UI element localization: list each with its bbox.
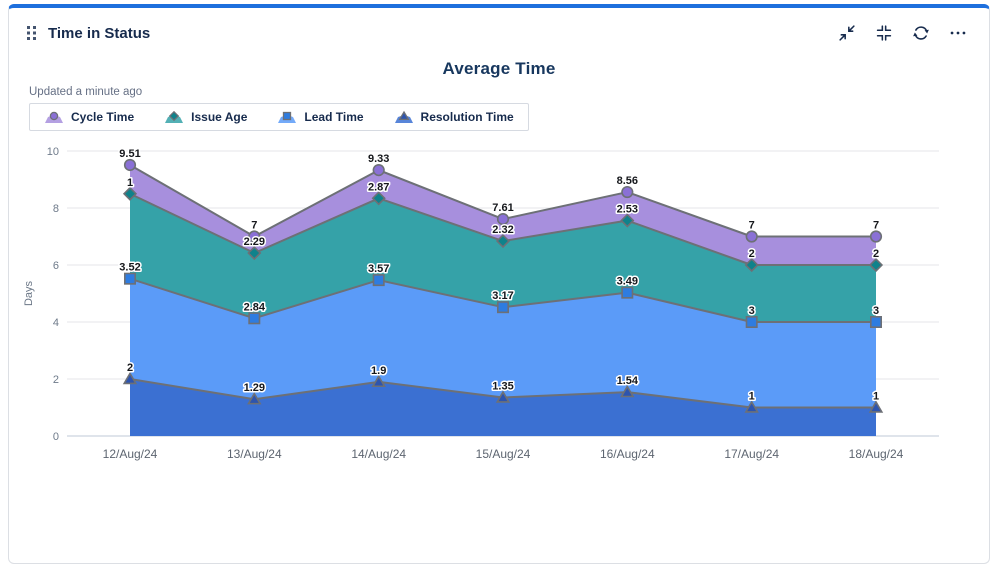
legend-label: Resolution Time — [420, 110, 514, 124]
svg-text:2: 2 — [873, 248, 879, 260]
svg-text:2.53: 2.53 — [617, 204, 638, 216]
svg-text:1.29: 1.29 — [244, 382, 265, 394]
svg-text:16/Aug/24: 16/Aug/24 — [600, 447, 655, 461]
collapse-diagonal-arrows-icon[interactable] — [836, 22, 858, 44]
svg-text:7: 7 — [749, 220, 755, 232]
svg-text:2: 2 — [127, 362, 133, 374]
svg-text:1.54: 1.54 — [617, 375, 639, 387]
svg-text:3: 3 — [749, 305, 755, 317]
legend-label: Lead Time — [304, 110, 364, 124]
svg-text:2: 2 — [749, 248, 755, 260]
legend-label: Issue Age — [191, 110, 248, 124]
svg-text:17/Aug/24: 17/Aug/24 — [724, 447, 779, 461]
svg-text:9.51: 9.51 — [119, 148, 140, 160]
svg-text:6: 6 — [53, 260, 59, 272]
svg-text:1: 1 — [749, 391, 755, 403]
svg-text:7: 7 — [251, 220, 257, 232]
svg-text:7: 7 — [873, 220, 879, 232]
corners-inward-icon[interactable] — [873, 22, 895, 44]
time-in-status-widget: Time in Status — [8, 4, 990, 564]
ellipsis-icon[interactable] — [947, 22, 969, 44]
legend-item-cycle-time[interactable]: Cycle Time — [44, 110, 134, 124]
svg-text:2.84: 2.84 — [244, 301, 266, 313]
svg-text:2.87: 2.87 — [368, 181, 389, 193]
chart-legend: Cycle Time Issue Age Lead Time Resolution T… — [29, 103, 529, 131]
svg-text:2.32: 2.32 — [492, 224, 513, 236]
svg-text:7.61: 7.61 — [492, 202, 513, 214]
updated-text: Updated a minute ago — [29, 86, 143, 98]
svg-text:3: 3 — [873, 305, 879, 317]
legend-item-issue-age[interactable]: Issue Age — [164, 110, 247, 124]
svg-text:13/Aug/24: 13/Aug/24 — [227, 447, 282, 461]
svg-text:1.35: 1.35 — [492, 381, 513, 393]
svg-text:3.52: 3.52 — [119, 262, 140, 274]
circle-marker-icon — [45, 111, 63, 123]
widget-header: Time in Status — [9, 8, 989, 44]
legend-item-lead-time[interactable]: Lead Time — [277, 110, 364, 124]
svg-text:3.17: 3.17 — [492, 290, 513, 302]
triangle-marker-icon — [394, 110, 413, 123]
svg-text:8.56: 8.56 — [617, 175, 638, 187]
widget-toolbar — [836, 22, 969, 44]
widget-title: Time in Status — [48, 24, 151, 42]
svg-text:15/Aug/24: 15/Aug/24 — [476, 447, 531, 461]
svg-text:10: 10 — [47, 146, 59, 158]
svg-text:8: 8 — [53, 203, 59, 215]
svg-text:3.49: 3.49 — [617, 276, 638, 288]
svg-text:9.33: 9.33 — [368, 153, 389, 165]
chart-area: 0 2 4 6 8 10 Days 9.51 7 9.33 7.61 8.56 7 7 1 2.29 2.87 2… — [19, 135, 989, 485]
diamond-marker-icon — [165, 110, 184, 123]
chart-title: Average Time — [442, 59, 556, 78]
svg-text:4: 4 — [53, 317, 59, 329]
svg-text:12/Aug/24: 12/Aug/24 — [103, 447, 158, 461]
svg-text:1: 1 — [873, 391, 879, 403]
legend-label: Cycle Time — [71, 110, 135, 124]
legend-item-resolution-time[interactable]: Resolution Time — [394, 110, 514, 124]
svg-text:14/Aug/24: 14/Aug/24 — [351, 447, 406, 461]
average-time-area-chart: 0 2 4 6 8 10 Days 9.51 7 9.33 7.61 8.56 7 7 1 2.29 2.87 2… — [23, 146, 939, 461]
svg-text:1: 1 — [127, 177, 133, 189]
svg-text:0: 0 — [53, 431, 59, 443]
refresh-icon[interactable] — [910, 22, 932, 44]
svg-text:2.29: 2.29 — [244, 236, 265, 248]
svg-text:3.57: 3.57 — [368, 263, 389, 275]
svg-text:18/Aug/24: 18/Aug/24 — [849, 447, 904, 461]
svg-text:Days: Days — [23, 280, 35, 306]
svg-text:1.9: 1.9 — [371, 365, 386, 377]
drag-handle-icon[interactable] — [25, 24, 38, 42]
svg-text:2: 2 — [53, 374, 59, 386]
square-marker-icon — [278, 111, 297, 123]
